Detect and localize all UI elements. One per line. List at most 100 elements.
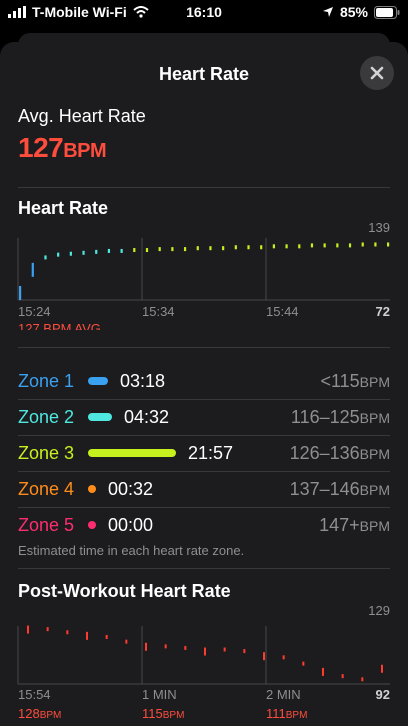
zone-range: 147+BPM [319, 515, 390, 536]
hr-point [285, 244, 288, 249]
post-point [223, 647, 226, 652]
battery-percent: 85% [339, 4, 368, 20]
x-tick-label: 15:54 [18, 687, 51, 702]
hr-point [133, 248, 136, 253]
zone-dot [88, 521, 96, 529]
hr-point [222, 246, 225, 251]
zone-range-unit: BPM [359, 481, 390, 498]
avg-heart-rate-label: Avg. Heart Rate [18, 106, 146, 126]
hr-point [336, 243, 339, 248]
status-right: 85% [322, 4, 400, 20]
post-value-2: 111BPM [266, 706, 307, 721]
post-workout-chart: 129 15:54 1 MIN 2 MIN 92 128BPM 115BPM 1… [17, 603, 390, 721]
post-value-number: 115 [142, 706, 163, 721]
battery-icon [374, 5, 400, 19]
post-point [125, 639, 128, 644]
zone-range-unit: BPM [359, 517, 390, 534]
hr-point [31, 262, 34, 277]
hr-point [323, 243, 326, 248]
heart-rate-chart: 139 15:24 15:34 15:44 72 127 BPM AVG [17, 220, 390, 330]
hr-point [260, 245, 263, 250]
hr-point [19, 285, 22, 300]
zone-range: 116–125BPM [291, 407, 390, 428]
post-point [164, 644, 167, 649]
post-point [322, 667, 324, 676]
status-left: T-Mobile Wi-Fi [8, 4, 149, 20]
signal-icon [8, 6, 26, 18]
zone-range-value: 137–146 [289, 478, 360, 499]
post-point [302, 661, 305, 666]
post-value-number: 128 [18, 706, 40, 721]
hr-point [107, 248, 111, 253]
zone-range: 126–136BPM [290, 443, 390, 464]
zone-row: Zone 1 03:18 <115BPM [18, 363, 390, 399]
hr-point [57, 252, 60, 257]
x-tick-label: 15:24 [18, 304, 51, 319]
zone-name: Zone 4 [18, 478, 75, 499]
hr-point [95, 249, 98, 254]
hr-point [158, 247, 161, 252]
close-button[interactable] [360, 56, 394, 90]
post-point [86, 631, 88, 640]
post-value-unit: BPM [40, 710, 62, 721]
divider [18, 347, 390, 348]
zone-bar [88, 413, 112, 421]
hr-point [361, 242, 364, 247]
post-point [105, 634, 108, 639]
zone-row: Zone 3 21:57 126–136BPM [18, 435, 390, 471]
hr-point [387, 242, 390, 247]
zone-bar [88, 377, 108, 385]
status-bar: T-Mobile Wi-Fi 16:10 85% [0, 0, 408, 24]
clock: 16:10 [186, 4, 222, 20]
post-point [184, 645, 187, 650]
post-point [282, 655, 285, 660]
zone-range-value: 116–125 [290, 406, 360, 427]
avg-value-number: 127 [18, 132, 64, 163]
zone-time: 00:32 [108, 478, 154, 499]
post-point [66, 630, 69, 635]
x-tick-label: 1 MIN [142, 687, 177, 702]
avg-heart-rate-value: 127BPM [18, 132, 107, 164]
zone-name: Zone 2 [18, 406, 75, 427]
y-max-label: 139 [368, 220, 390, 235]
zone-range-value: <115 [320, 370, 360, 391]
y-max-label: 129 [368, 603, 390, 618]
zone-separator [18, 399, 390, 400]
hr-point [69, 251, 72, 256]
heart-rate-chart-title: Heart Rate [18, 198, 109, 218]
close-icon [370, 66, 384, 80]
hr-point [196, 246, 199, 251]
post-value-0: 128BPM [18, 706, 61, 721]
post-point [361, 677, 364, 682]
zone-time: 00:00 [108, 514, 154, 535]
hr-point [120, 248, 123, 253]
zone-range-unit: BPM [359, 445, 390, 462]
wifi-icon [133, 6, 149, 18]
zone-row: Zone 4 00:32 137–146BPM [18, 471, 390, 507]
post-value-1: 115BPM [142, 706, 184, 721]
hr-point [234, 245, 237, 250]
zone-time: 04:32 [124, 406, 170, 427]
zone-range-value: 126–136 [289, 442, 360, 463]
hr-point [247, 245, 250, 250]
post-point [381, 664, 383, 673]
zone-range: 137–146BPM [290, 479, 390, 500]
y-min-label: 72 [376, 304, 390, 319]
zone-time: 03:18 [120, 370, 166, 391]
hr-point [298, 244, 301, 249]
zone-name: Zone 1 [18, 370, 75, 391]
post-point [243, 649, 246, 654]
post-value-unit: BPM [286, 710, 308, 721]
post-point [46, 627, 49, 632]
x-tick-label: 15:44 [266, 304, 299, 319]
zone-name: Zone 3 [18, 442, 75, 463]
x-tick-label: 15:34 [142, 304, 175, 319]
zone-row: Zone 5 00:00 147+BPM [18, 507, 390, 543]
hr-point [374, 242, 377, 247]
zone-range-unit: BPM [359, 373, 390, 390]
x-tick-label: 2 MIN [266, 687, 301, 702]
post-point [145, 642, 147, 651]
post-point [204, 647, 206, 656]
hr-point [348, 243, 352, 248]
hr-points [19, 242, 390, 300]
